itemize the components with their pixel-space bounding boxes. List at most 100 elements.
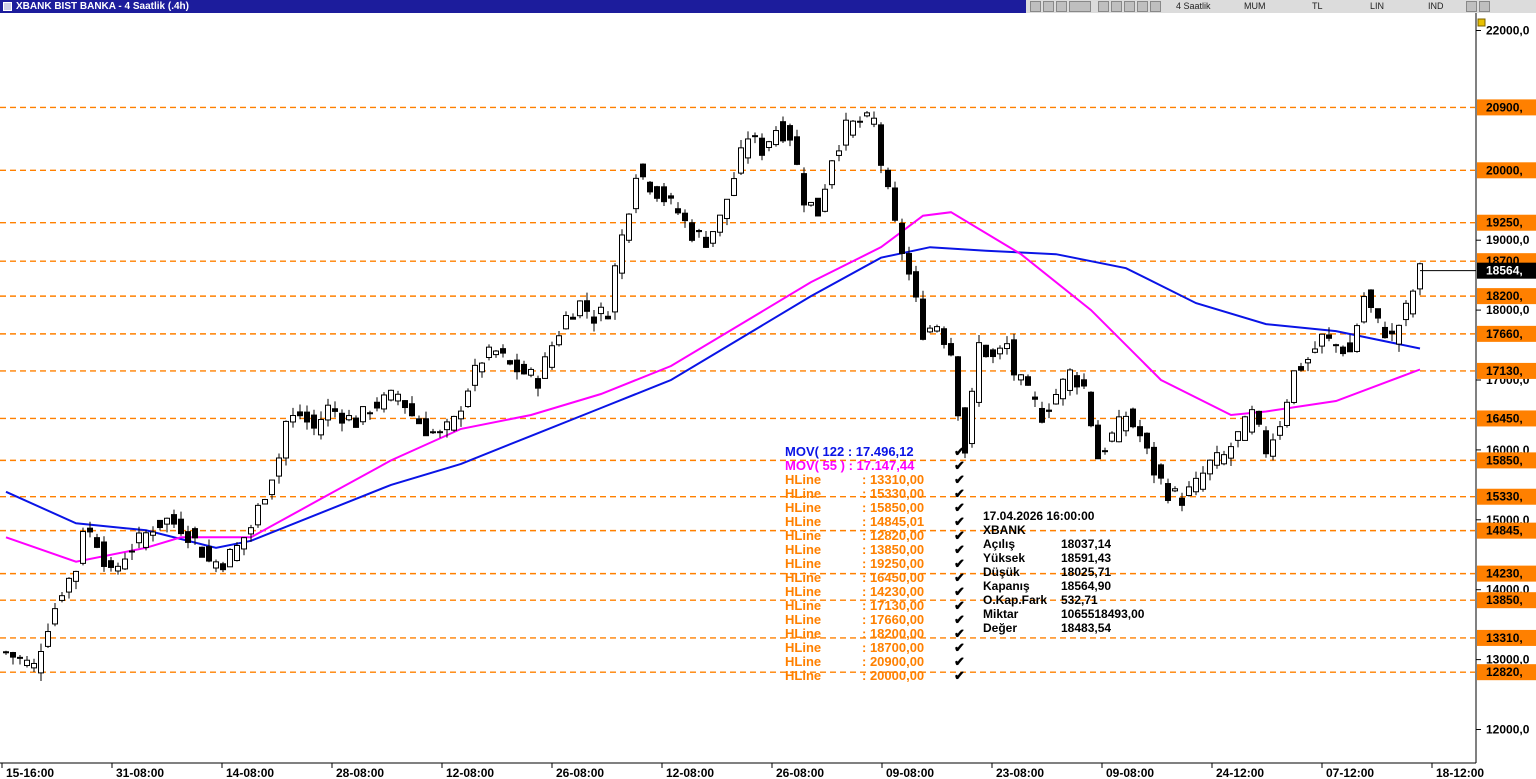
mode-selector[interactable]: IND [1428, 1, 1444, 11]
candle-body [192, 528, 198, 539]
candle-body [661, 186, 667, 203]
candle-body [906, 253, 912, 275]
candle-body [206, 546, 212, 562]
candle-body [878, 124, 884, 166]
legend-hline-name: HLine [785, 472, 821, 487]
pencil-icon[interactable] [1124, 1, 1135, 12]
candle-body [318, 419, 324, 436]
candle-body [1032, 396, 1038, 400]
indicator-icon[interactable] [1137, 1, 1148, 12]
candle-body [892, 187, 898, 221]
legend-hline-value: : 20000,00 [862, 668, 924, 683]
candle-body [94, 537, 100, 548]
candle-body [1305, 358, 1311, 364]
info-label: Düşük [983, 565, 1020, 579]
candle-body [1158, 464, 1164, 479]
candle-body [1151, 446, 1157, 476]
candle-body [297, 411, 303, 417]
legend-hline-name: HLine [785, 486, 821, 501]
hline-price-label: 20000, [1486, 163, 1523, 177]
crosshair-icon[interactable] [1043, 1, 1054, 12]
scale-selector[interactable]: LIN [1370, 1, 1385, 11]
candle-body [577, 300, 583, 317]
candle-body [745, 138, 751, 159]
time-tick-label: 28-08:00 [336, 766, 384, 779]
candle-body [696, 230, 702, 233]
candle-body [1004, 343, 1010, 350]
candle-body [199, 546, 205, 558]
minimize-icon[interactable] [1466, 1, 1477, 12]
candle-body [241, 537, 247, 550]
candle-body [612, 265, 618, 313]
candle-body [682, 212, 688, 222]
legend-check-icon: ✔ [954, 626, 965, 641]
time-tick-label: 15-16:00 [6, 766, 54, 779]
candle-body [101, 541, 107, 567]
candle-body [1242, 416, 1248, 441]
price-chart[interactable]: 22000,019000,018000,017000,016000,015000… [0, 13, 1536, 779]
candle-body [1417, 263, 1423, 290]
candle-body [255, 504, 261, 526]
candle-body [920, 298, 926, 340]
drawing-select-icon[interactable] [1069, 1, 1091, 12]
line-tool-icon[interactable] [1056, 1, 1067, 12]
compare-icon[interactable] [1150, 1, 1161, 12]
ma55-line [5, 211, 1421, 563]
hline-price-label: 14230, [1486, 567, 1523, 581]
candle-body [150, 531, 156, 536]
legend-hline-name: HLine [785, 528, 821, 543]
candle-body [409, 403, 415, 417]
candle-body [717, 214, 723, 233]
candle-body [731, 178, 737, 196]
scroll-right-icon[interactable] [1111, 1, 1122, 12]
hline-price-box [1477, 288, 1536, 305]
candle-body [990, 349, 996, 358]
candle-body [668, 195, 674, 199]
legend-ma122: MOV( 122 : 17.496,12 [785, 444, 914, 459]
lock-icon[interactable] [1477, 18, 1486, 27]
candle-body [738, 147, 744, 174]
scroll-left-icon[interactable] [1098, 1, 1109, 12]
candle-body [1039, 407, 1045, 423]
legend-check-icon: ✔ [954, 472, 965, 487]
chart-style-selector[interactable]: MUM [1244, 1, 1266, 11]
candle-body [1277, 426, 1283, 436]
close-icon[interactable] [1479, 1, 1490, 12]
candle-body [1361, 296, 1367, 323]
info-label: Yüksek [983, 551, 1025, 565]
candle-body [339, 412, 345, 424]
hline-price-label: 15330, [1486, 490, 1523, 504]
info-symbol: XBANK [983, 523, 1026, 537]
currency-selector[interactable]: TL [1312, 1, 1323, 11]
candle-body [129, 550, 135, 553]
hline-price-label: 13310, [1486, 631, 1523, 645]
legend-check-icon: ✔ [954, 668, 965, 683]
legend-check-icon: ✔ [954, 654, 965, 669]
candle-body [1347, 342, 1353, 353]
candle-body [1235, 431, 1241, 441]
candle-body [864, 112, 870, 117]
info-value: 18025,71 [1061, 565, 1111, 579]
legend-hline-value: : 20900,00 [862, 654, 924, 669]
candle-body [1074, 375, 1080, 388]
candle-body [703, 236, 709, 248]
legend-check-icon: ✔ [954, 500, 965, 515]
candle-body [1060, 378, 1066, 400]
candle-body [1165, 483, 1171, 501]
hline-price-box [1477, 162, 1536, 179]
candle-body [857, 120, 863, 123]
candle-body [367, 412, 373, 415]
zoom-icon[interactable] [1030, 1, 1041, 12]
candle-body [248, 527, 254, 535]
price-tick-label: 13000,0 [1486, 653, 1530, 667]
hline-price-label: 17130, [1486, 364, 1523, 378]
candle-body [913, 271, 919, 298]
candle-body [1102, 450, 1108, 453]
candle-body [1298, 366, 1304, 371]
info-label: Açılış [983, 537, 1015, 551]
candle-body [619, 234, 625, 274]
period-selector[interactable]: 4 Saatlik [1176, 1, 1211, 11]
candle-body [171, 514, 177, 525]
candle-body [213, 561, 219, 569]
candle-body [1326, 334, 1332, 339]
